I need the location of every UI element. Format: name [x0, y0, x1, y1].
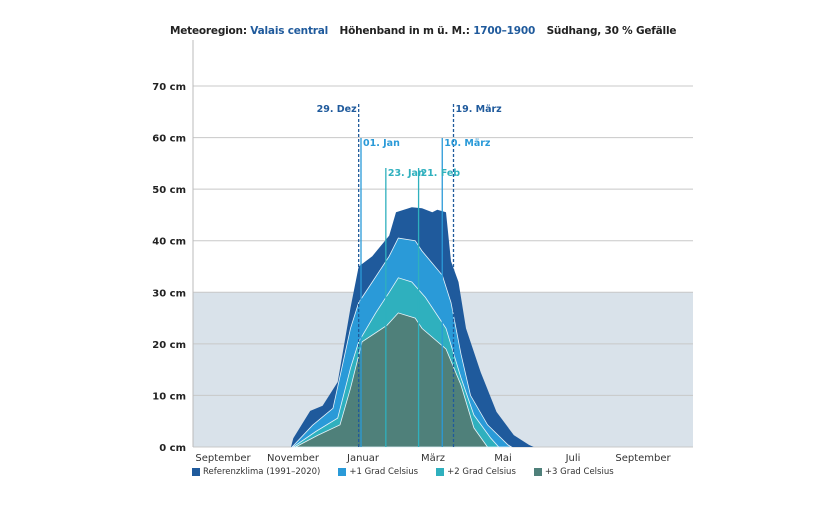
annotation-label: 23. Jan: [388, 168, 425, 179]
legend-item: +3 Grad Celsius: [533, 467, 614, 477]
annotation-label: 21. Feb: [421, 168, 461, 179]
altitude-band-label: Höhenband in m ü. M.:: [339, 25, 470, 37]
y-tick-label: 30 cm: [152, 288, 186, 299]
altitude-band-value: 1700–1900: [473, 25, 536, 37]
area-series-4: [295, 312, 489, 448]
legend-swatch: [436, 468, 445, 476]
region-value: Valais central: [250, 25, 329, 37]
legend-item: Referenzklima (1991–2020): [192, 467, 320, 477]
x-tick-label: Juli: [565, 453, 581, 464]
slope-label: Südhang, 30 % Gefälle: [546, 25, 677, 37]
legend-swatch: [533, 468, 542, 476]
x-tick-label: November: [267, 453, 320, 464]
annotation-label: 01. Jan: [363, 138, 400, 149]
legend: Referenzklima (1991–2020) +1 Grad Celsius…: [192, 467, 614, 477]
x-tick-label: März: [421, 453, 445, 464]
y-tick-label: 40 cm: [152, 237, 186, 248]
x-tick-label: Mai: [494, 453, 512, 464]
legend-label: +3 Grad Celsius: [544, 467, 614, 477]
annotation-label: 19. März: [456, 104, 503, 115]
x-tick-label: September: [195, 453, 251, 464]
y-tick-label: 20 cm: [152, 340, 186, 351]
x-tick-label: Januar: [346, 453, 380, 464]
legend-label: +1 Grad Celsius: [349, 467, 419, 477]
y-tick-label: 70 cm: [152, 82, 186, 93]
legend-label: +2 Grad Celsius: [447, 467, 516, 477]
region-label: Meteoregion:: [170, 25, 247, 37]
legend-label: Referenzklima (1991–2020): [203, 467, 321, 477]
chart-header: Meteoregion: Valais central Höhenband in…: [170, 25, 676, 37]
y-tick-label: 60 cm: [152, 134, 186, 145]
annotation-label: 10. März: [444, 138, 491, 149]
legend-swatch: [338, 468, 347, 476]
legend-swatch: [192, 468, 200, 476]
legend-item: +2 Grad Celsius: [436, 467, 516, 477]
y-tick-label: 0 cm: [159, 443, 186, 454]
annotation-label: 29. Dez: [317, 104, 357, 115]
legend-item: +1 Grad Celsius: [338, 467, 418, 477]
y-tick-label: 50 cm: [152, 185, 186, 196]
x-tick-label: September: [615, 453, 671, 464]
y-tick-label: 10 cm: [152, 391, 186, 402]
